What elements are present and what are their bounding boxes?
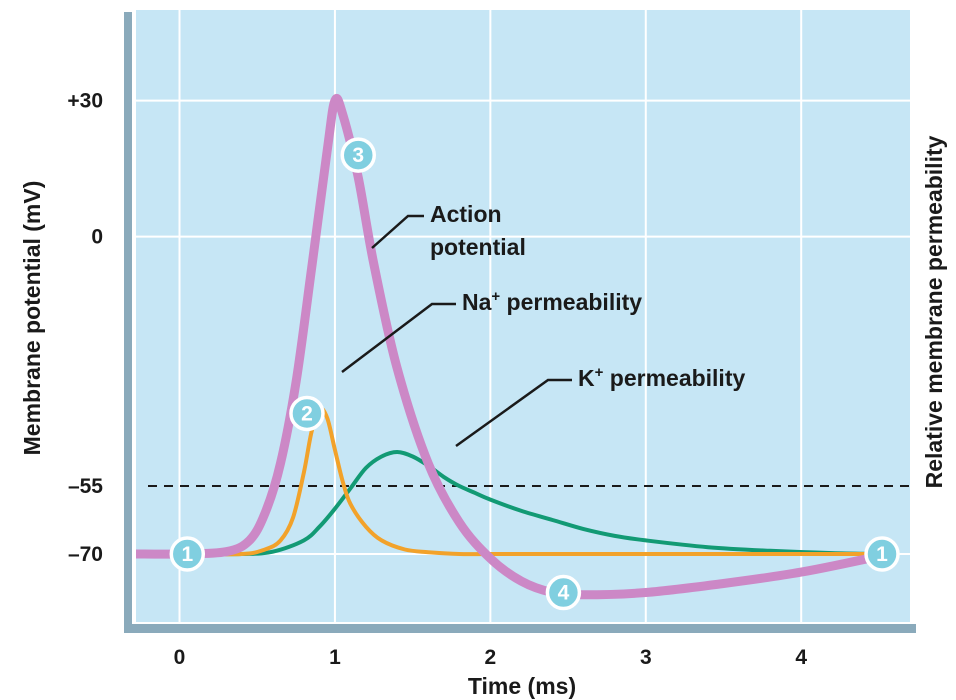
phase-marker-3: 3 [340,137,377,173]
phase-marker-5: 1 [864,536,900,572]
series-na-permeability [136,406,881,557]
annotation-k-permeability: K+ permeability [455,364,745,448]
x-tick-label: 0 [174,646,186,669]
annotation-k-permeability-label: K+ permeability [578,364,745,391]
y-tick-label: –55 [68,475,103,498]
phase-marker-label: 1 [181,543,193,566]
x-axis-title: Time (ms) [468,673,576,699]
x-tick-label: 2 [485,646,497,669]
y-tick-label: +30 [67,90,103,113]
phase-marker-circle [289,395,325,432]
x-tick-label: 3 [640,646,652,669]
phase-marker-label: 1 [876,543,888,566]
x-tick-label: 1 [329,646,341,669]
annotation-action-potential: Action potential [371,201,526,260]
annotation-action-potential-line2: potential [430,234,526,260]
y-axis-title: Membrane potential (mV) [19,181,45,456]
annotation-na-permeability-label: Na+ permeability [462,288,642,315]
phase-marker-circle [864,536,900,572]
phase-marker-1: 1 [169,536,206,572]
y-tick-label: –70 [68,543,103,566]
phase-marker-2: 2 [289,395,325,432]
annotation-action-potential-line1: Action [430,201,502,227]
phase-marker-circle [545,574,582,611]
tick-labels: 0 1 2 3 4 +30 0 –55 –70 [67,90,807,669]
y2-axis-title: Relative membrane permeability [921,135,947,488]
phase-markers: 1 2 3 4 1 [169,137,900,611]
x-tick-label: 4 [795,646,807,669]
phase-marker-circle [169,536,206,572]
phase-marker-label: 2 [301,402,313,425]
phase-marker-label: 4 [558,582,570,605]
phase-marker-circle [340,137,377,173]
y-tick-label: 0 [91,226,103,249]
phase-marker-4: 4 [545,574,582,611]
series [136,93,884,600]
phase-marker-label: 3 [352,144,364,167]
series-action-potential [136,93,884,600]
axis-frame [124,12,916,633]
annotation-na-permeability: Na+ permeability [341,288,642,373]
